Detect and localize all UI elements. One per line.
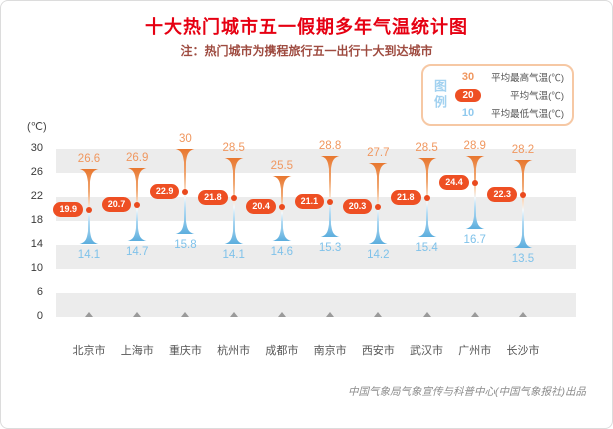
- legend-high-label: 平均最高气温(℃): [491, 73, 564, 84]
- avg-dot: [134, 201, 141, 208]
- baseline-tick-triangle: [374, 312, 383, 317]
- avg-value-pill: 20.4: [246, 198, 276, 214]
- avg-dot: [327, 199, 334, 206]
- avg-dot: [86, 206, 92, 213]
- chart-title: 十大热门城市五一假期多年气温统计图: [145, 17, 468, 37]
- thermometer-bar: [368, 162, 388, 244]
- baseline-tick-triangle: [133, 312, 142, 317]
- high-value-label: 28.2: [511, 143, 535, 156]
- avg-value-pill: 21.8: [198, 190, 228, 206]
- avg-value-pill: 20.7: [101, 196, 132, 212]
- low-value-label: 15.3: [318, 242, 342, 255]
- grid-band: [56, 269, 576, 293]
- baseline-tick-triangle: [422, 312, 431, 317]
- low-value-label: 14.2: [367, 248, 390, 261]
- high-value-label: 27.7: [367, 146, 390, 159]
- legend-avg-label: 平均气温(℃): [510, 91, 564, 102]
- thermometer-bar: [513, 159, 533, 248]
- y-axis-tick-label: 14: [30, 238, 43, 250]
- city-label: 长沙市: [506, 345, 540, 357]
- legend: 图例 30 平均最高气温(℃) 20 平均气温(℃) 10 平均最低气温(℃): [421, 64, 574, 126]
- avg-dot: [471, 179, 478, 186]
- avg-value-pill: 21.1: [294, 194, 325, 210]
- avg-dot: [230, 195, 237, 202]
- legend-high-value: 30: [461, 71, 475, 83]
- y-axis-tick-label: 18: [30, 214, 43, 226]
- high-value-label: 25.5: [270, 160, 294, 172]
- avg-value-pill: 21.8: [391, 190, 421, 206]
- low-value-label: 16.7: [463, 233, 486, 246]
- legend-low-value: 10: [461, 107, 475, 119]
- baseline-tick-triangle: [229, 312, 238, 317]
- city-label: 北京市: [72, 345, 106, 357]
- y-axis-tick-label: 6: [36, 286, 43, 298]
- avg-value-pill: 24.4: [439, 174, 469, 190]
- avg-value-pill: 19.9: [53, 201, 83, 217]
- plot-area: 26.6 19.9 14.1 26.9 20.7 14.7 30 22.9 15.8 28.5 21…: [53, 133, 576, 317]
- legend-avg-pill: 20: [455, 89, 481, 102]
- y-axis-tick-label: 0: [36, 310, 43, 322]
- y-axis-tick-label: 30: [30, 142, 43, 154]
- baseline-tick-triangle: [181, 312, 190, 317]
- y-axis-tick-label: 10: [30, 262, 43, 274]
- low-value-label: 15.4: [415, 241, 438, 254]
- high-value-label: 26.6: [77, 153, 101, 166]
- legend-low-label: 平均最低气温(℃): [491, 109, 564, 120]
- city-label: 西安市: [361, 345, 395, 357]
- legend-item-high: 30 平均最高气温(℃): [446, 70, 572, 85]
- chart-subtitle: 注：热门城市为携程旅行五一出行十大到达城市: [180, 44, 433, 58]
- low-value-label: 14.1: [77, 249, 101, 262]
- thermometer-bar: [320, 156, 340, 238]
- high-value-label: 28.8: [318, 140, 342, 153]
- y-axis-tick-label: 26: [30, 166, 43, 178]
- credit-text: 中国气象局气象宣传与科普中心(中国气象报社)出品: [348, 386, 586, 398]
- avg-dot: [182, 188, 189, 195]
- avg-value-pill: 20.3: [342, 199, 373, 215]
- legend-title: 图例: [432, 79, 447, 111]
- y-axis-tick-label: 22: [30, 190, 43, 202]
- high-value-label: 26.9: [126, 151, 149, 164]
- low-value-label: 14.1: [222, 249, 245, 262]
- baseline-tick-triangle: [470, 312, 479, 317]
- avg-dot: [423, 195, 430, 202]
- avg-dot: [519, 192, 526, 199]
- high-value-label: 28.5: [222, 142, 245, 154]
- baseline-tick-triangle: [326, 312, 335, 317]
- avg-dot: [278, 203, 285, 210]
- high-value-label: 28.5: [415, 142, 438, 154]
- low-value-label: 14.7: [126, 245, 149, 258]
- city-label: 成都市: [265, 345, 299, 357]
- grid-band: [56, 245, 576, 269]
- city-label: 上海市: [120, 345, 154, 357]
- baseline-tick-triangle: [518, 312, 527, 317]
- city-label: 南京市: [313, 345, 347, 357]
- city-label: 重庆市: [168, 345, 202, 357]
- low-value-label: 13.5: [511, 253, 535, 265]
- legend-item-avg: 20 平均气温(℃): [446, 88, 572, 103]
- grid-band: [56, 293, 576, 317]
- high-value-label: 28.9: [463, 139, 486, 152]
- baseline-tick-triangle: [85, 312, 93, 317]
- legend-item-low: 10 平均最低气温(℃): [446, 106, 572, 121]
- y-axis-unit-label: (℃): [27, 121, 47, 133]
- legend-avg-value: 20: [446, 89, 490, 102]
- avg-value-pill: 22.3: [487, 187, 517, 203]
- thermometer-bar: [465, 155, 485, 229]
- city-label: 武汉市: [410, 345, 444, 357]
- city-label: 杭州市: [217, 345, 251, 357]
- legend-rows: 30 平均最高气温(℃) 20 平均气温(℃) 10 平均最低气温(℃): [446, 70, 572, 121]
- low-value-label: 14.6: [270, 246, 294, 259]
- avg-dot: [375, 204, 382, 211]
- avg-value-pill: 22.9: [149, 183, 180, 199]
- baseline-tick-triangle: [277, 312, 286, 317]
- low-value-label: 15.8: [174, 239, 197, 252]
- city-label: 广州市: [458, 345, 492, 357]
- high-value-label: 30: [179, 133, 192, 145]
